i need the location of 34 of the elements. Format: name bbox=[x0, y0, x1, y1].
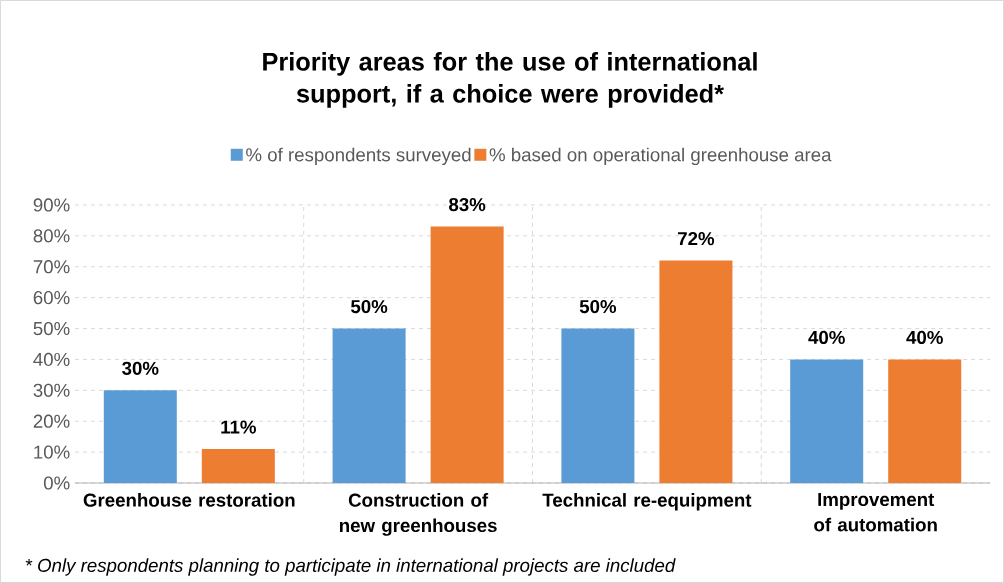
x-tick-label: Technical re-equipment bbox=[542, 493, 752, 511]
bar bbox=[790, 359, 864, 484]
data-label: 50% bbox=[579, 299, 617, 314]
y-tick-label: 40% bbox=[33, 352, 70, 367]
legend-label: % of respondents surveyed bbox=[246, 147, 471, 166]
y-tick-label: 50% bbox=[33, 321, 70, 336]
data-label: 72% bbox=[678, 232, 715, 246]
y-tick-label: 10% bbox=[34, 445, 70, 459]
y-tick-label: 0% bbox=[43, 476, 70, 490]
data-label: 40% bbox=[906, 330, 943, 345]
bar bbox=[201, 449, 275, 484]
text: * Only respondents planning to participate in international projects are included bbox=[25, 558, 676, 576]
y-tick-label: 70% bbox=[33, 260, 70, 274]
x-tick-label: Greenhouse restoration bbox=[83, 493, 295, 507]
data-label: 83% bbox=[449, 197, 486, 212]
y-tick-label: 90% bbox=[33, 198, 70, 212]
bar bbox=[888, 359, 962, 484]
chart-title: Priority areas for the use of international support, if a choice were provided* bbox=[263, 52, 757, 108]
bar bbox=[561, 328, 635, 484]
y-tick-label: 20% bbox=[33, 414, 70, 428]
y-tick-label: 30% bbox=[33, 383, 70, 397]
y-tick-label: 60% bbox=[33, 291, 70, 305]
data-label: 40% bbox=[808, 330, 845, 345]
data-label: 30% bbox=[122, 361, 159, 375]
bar bbox=[659, 260, 733, 484]
data-label: 50% bbox=[350, 299, 388, 314]
x-tick-label: Construction of new greenhouses bbox=[339, 493, 497, 536]
y-tick-label: 80% bbox=[33, 229, 70, 243]
bar bbox=[332, 328, 406, 484]
bar bbox=[430, 226, 504, 484]
bar bbox=[103, 390, 177, 484]
legend-label: % based on operational greenhouse area bbox=[489, 147, 832, 166]
data-label: 11% bbox=[221, 420, 256, 434]
x-tick-label: Improvement of automation bbox=[814, 493, 937, 532]
